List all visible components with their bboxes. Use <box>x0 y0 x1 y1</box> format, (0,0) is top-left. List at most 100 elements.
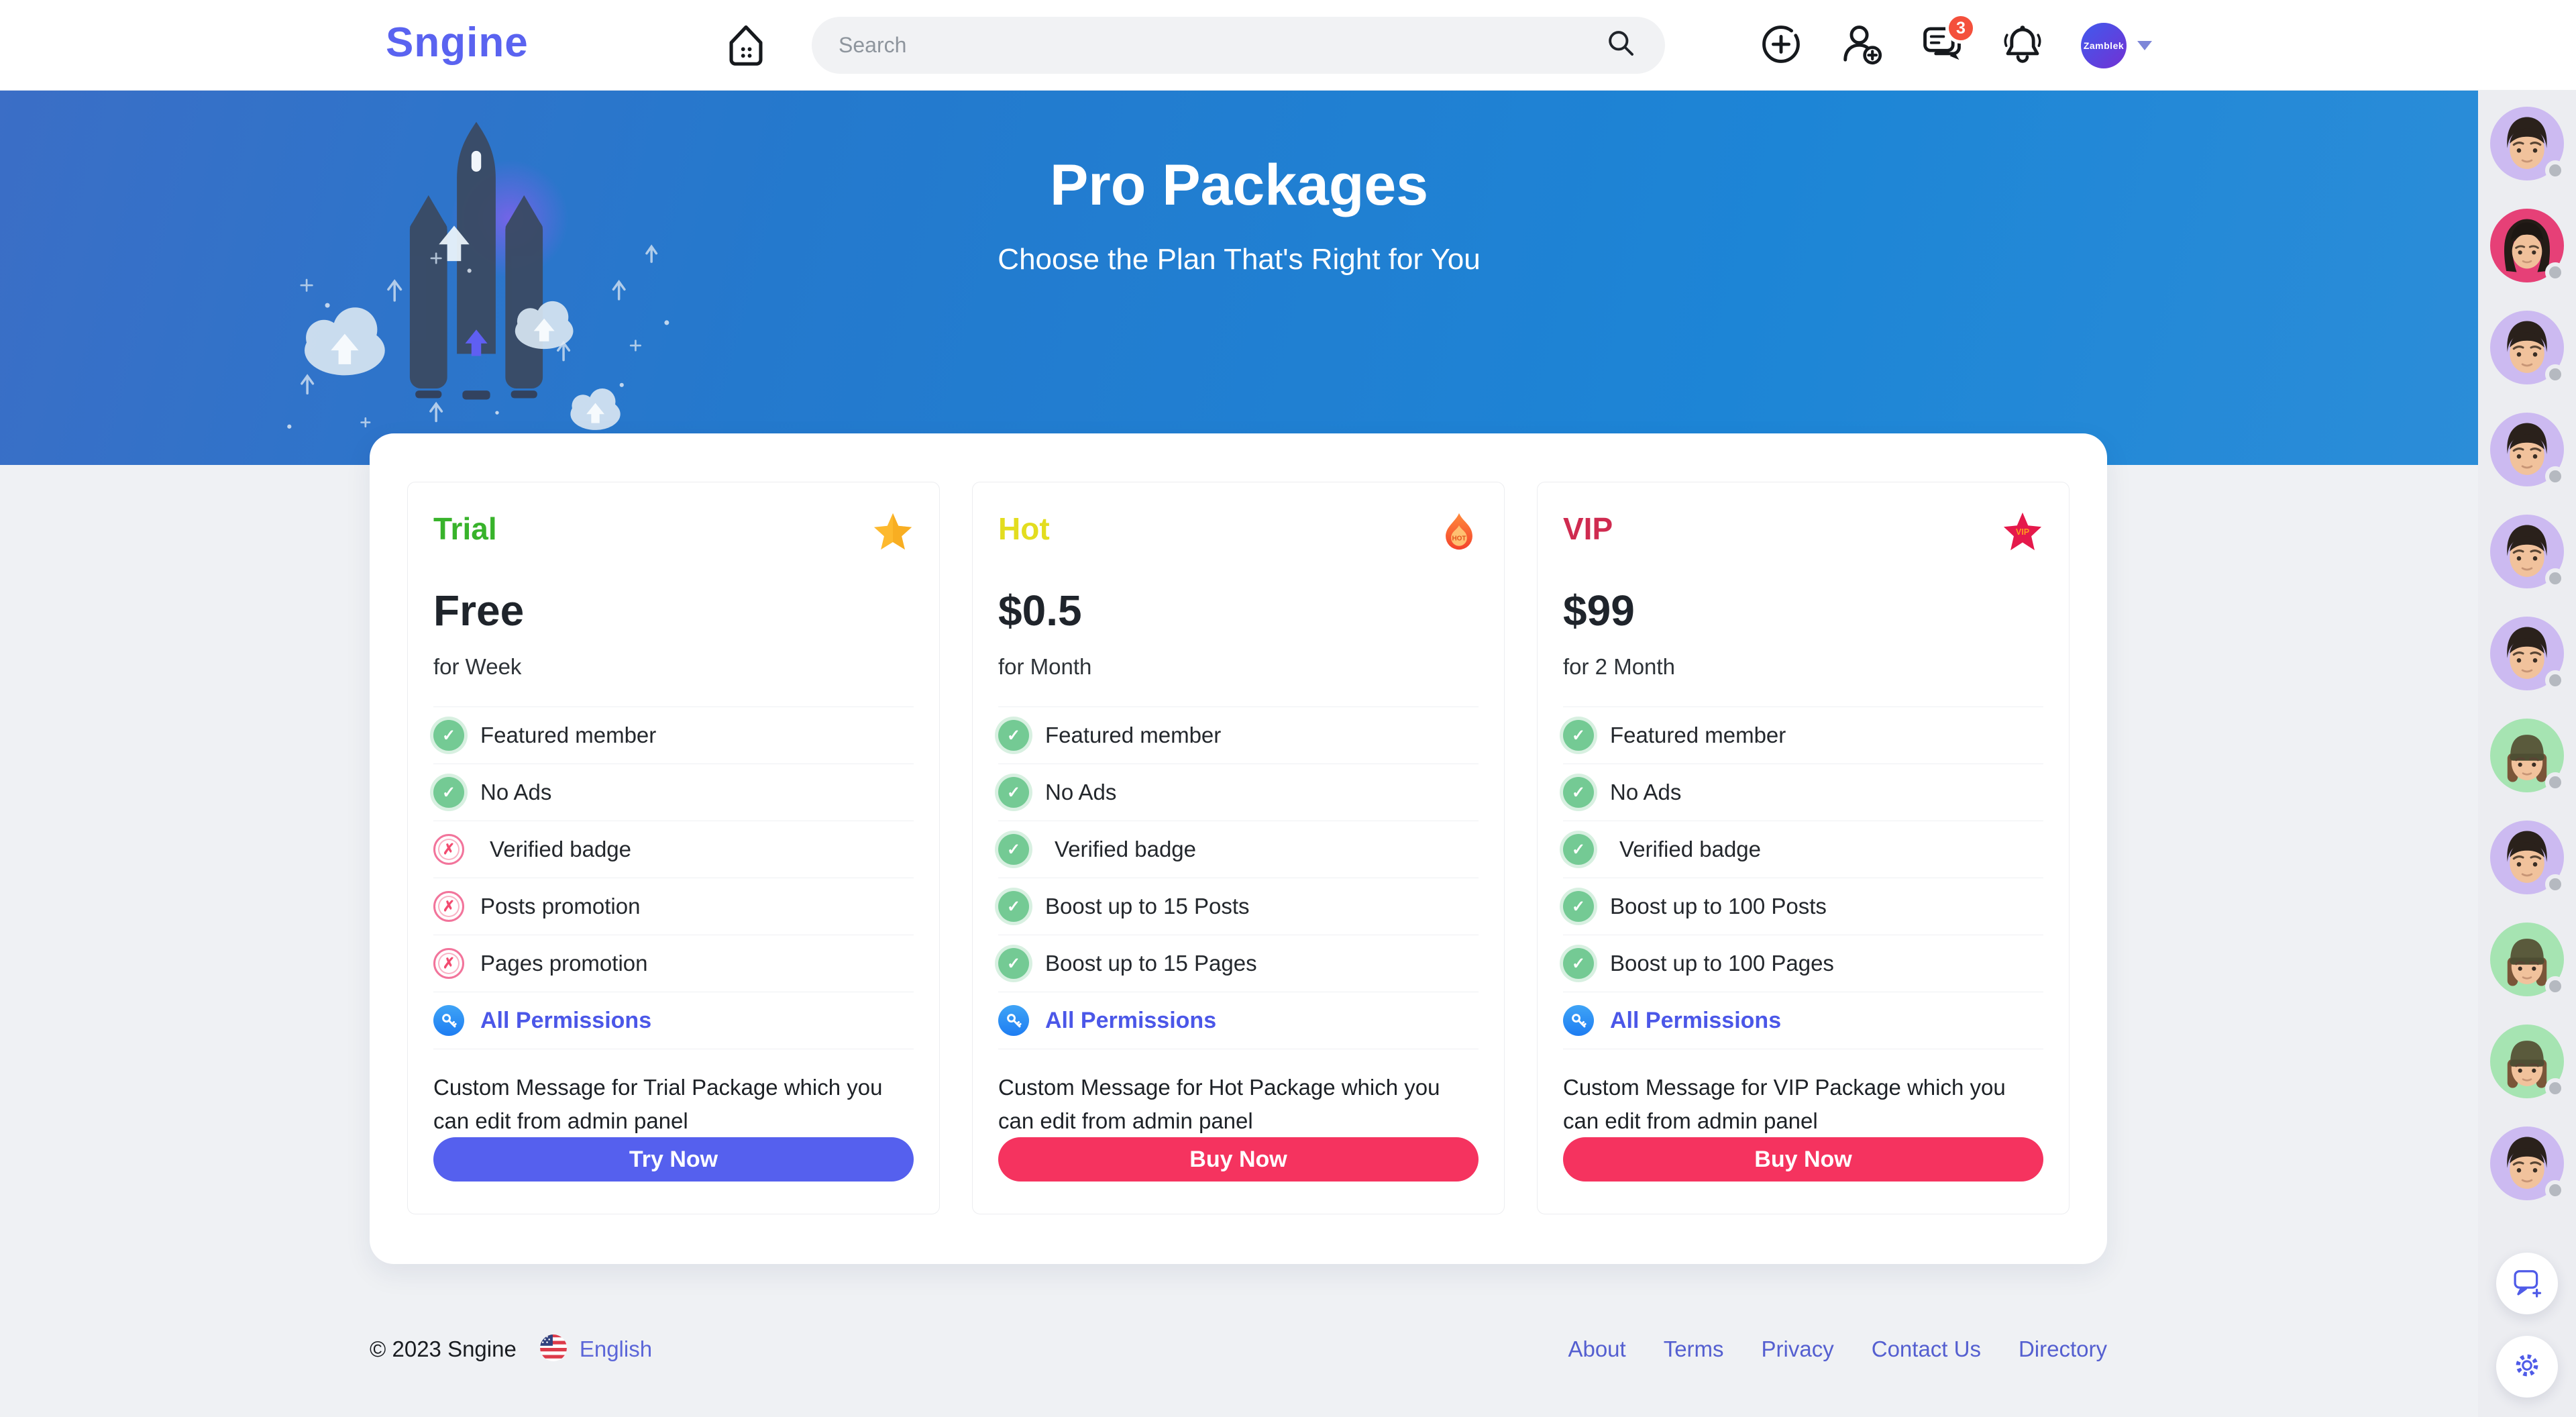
search-icon[interactable] <box>1603 25 1640 65</box>
package-period: for 2 Month <box>1563 654 1675 679</box>
permissions-row: All Permissions <box>433 992 914 1049</box>
footer-link-terms[interactable]: Terms <box>1663 1336 1724 1361</box>
star-icon <box>872 511 914 552</box>
buy-now-button[interactable]: Buy Now <box>1563 1137 2043 1182</box>
feature-row: ✓ No Ads <box>998 764 1479 821</box>
svg-text:HOT: HOT <box>1452 535 1466 543</box>
package-name: VIP <box>1563 511 1613 546</box>
package-period: for Week <box>433 654 522 679</box>
feature-label: Boost up to 15 Pages <box>1045 951 1257 976</box>
feature-row: ✓ Boost up to 15 Pages <box>998 935 1479 992</box>
buy-now-button[interactable]: Buy Now <box>998 1137 1479 1182</box>
rocket-illustration <box>262 113 691 452</box>
package-period: for Month <box>998 654 1092 679</box>
language-label[interactable]: English <box>579 1336 653 1361</box>
feature-row: ✓ Verified badge <box>1563 821 2043 878</box>
footer-link-privacy[interactable]: Privacy <box>1761 1336 1834 1361</box>
check-icon: ✓ <box>1563 777 1594 808</box>
permissions-label: All Permissions <box>1610 1007 1782 1033</box>
feature-label: Featured member <box>1610 723 1786 747</box>
top-navbar: Sngine <box>0 0 2576 91</box>
cross-icon: ✗ <box>433 891 464 922</box>
page-title: Pro Packages <box>1049 153 1429 217</box>
package-card-hot: Hot HOT $0.5 for Month ✓ Featured member ✓… <box>972 482 1505 1214</box>
footer-link-directory[interactable]: Directory <box>2018 1336 2107 1361</box>
feature-row: ✗ Posts promotion <box>433 878 914 935</box>
feature-label: No Ads <box>1045 780 1117 804</box>
settings-button[interactable] <box>2496 1336 2558 1398</box>
app-logo[interactable]: Sngine <box>386 19 529 66</box>
package-message: Custom Message for VIP Package which you… <box>1563 1075 2006 1133</box>
permissions-row: All Permissions <box>998 992 1479 1049</box>
friend-avatar[interactable] <box>2490 923 2565 996</box>
chat-sidebar <box>2478 91 2576 1417</box>
home-icon <box>720 18 772 74</box>
check-icon: ✓ <box>998 834 1029 865</box>
friend-avatar[interactable] <box>2490 617 2565 690</box>
feature-label: Boost up to 15 Posts <box>1045 894 1250 919</box>
package-name: Hot <box>998 511 1050 546</box>
key-icon <box>433 1005 464 1036</box>
friend-avatar[interactable] <box>2490 209 2565 282</box>
friend-avatar[interactable] <box>2490 311 2565 384</box>
friend-avatar[interactable] <box>2490 413 2565 486</box>
package-card-trial: Trial Free for Week ✓ Featured member ✓ No … <box>407 482 940 1214</box>
friend-requests-button[interactable] <box>1834 18 1889 73</box>
feature-row: ✗ Pages promotion <box>433 935 914 992</box>
key-icon <box>998 1005 1029 1036</box>
feature-row: ✓ Boost up to 100 Pages <box>1563 935 2043 992</box>
feature-row: ✓ Featured member <box>998 707 1479 764</box>
feature-label: Boost up to 100 Pages <box>1610 951 1834 976</box>
profile-menu[interactable]: Zamblek <box>2081 23 2152 68</box>
home-button[interactable] <box>719 19 773 72</box>
friend-avatar[interactable] <box>2490 515 2565 588</box>
offline-status-dot <box>2545 1078 2565 1098</box>
messages-count-badge: 3 <box>1945 13 1976 44</box>
us-flag-icon <box>539 1334 568 1365</box>
offline-status-dot <box>2545 262 2565 282</box>
offline-status-dot <box>2545 772 2565 792</box>
footer-link-contact[interactable]: Contact Us <box>1871 1336 1981 1361</box>
try-now-button[interactable]: Try Now <box>433 1137 914 1182</box>
friend-avatar[interactable] <box>2490 821 2565 894</box>
bell-icon <box>1998 19 2047 72</box>
friend-avatar[interactable] <box>2490 1126 2565 1200</box>
chat-add-icon <box>2510 1265 2544 1303</box>
language-selector[interactable]: English <box>539 1334 652 1365</box>
check-icon: ✓ <box>998 777 1029 808</box>
search-input[interactable] <box>837 32 1603 58</box>
footer-link-about[interactable]: About <box>1568 1336 1626 1361</box>
feature-row: ✓ Verified badge <box>998 821 1479 878</box>
package-message: Custom Message for Hot Package which you… <box>998 1075 1440 1133</box>
notifications-button[interactable] <box>1995 18 2050 73</box>
new-chat-button[interactable] <box>2496 1253 2558 1314</box>
feature-label: Boost up to 100 Posts <box>1610 894 1827 919</box>
feature-label: Verified badge <box>1619 837 1762 861</box>
offline-status-dot <box>2545 670 2565 690</box>
offline-status-dot <box>2545 1180 2565 1200</box>
feature-label: No Ads <box>1610 780 1682 804</box>
vip-star-icon: VIP <box>2002 511 2043 552</box>
package-name: Trial <box>433 511 497 546</box>
feature-row: ✓ Featured member <box>433 707 914 764</box>
feature-list: ✓ Featured member ✓ No Ads ✓ Verified badge ✓ B… <box>1563 706 2043 992</box>
header-actions: 3 Zamblek <box>1754 13 2152 73</box>
cross-icon: ✗ <box>433 948 464 979</box>
messages-button[interactable]: 3 <box>1915 13 1976 73</box>
create-post-button[interactable] <box>1754 18 1809 73</box>
package-card-vip: VIP VIP $99 for 2 Month ✓ Featured member… <box>1537 482 2070 1214</box>
feature-list: ✓ Featured member ✓ No Ads ✗ Verified badge ✗ P… <box>433 706 914 992</box>
friend-avatar[interactable] <box>2490 1025 2565 1098</box>
permissions-row: All Permissions <box>1563 992 2043 1049</box>
feature-label: Posts promotion <box>480 894 641 919</box>
check-icon: ✓ <box>998 891 1029 922</box>
gear-icon <box>2510 1349 2544 1385</box>
permissions-label: All Permissions <box>480 1007 652 1033</box>
feature-list: ✓ Featured member ✓ No Ads ✓ Verified badge ✓ B… <box>998 706 1479 992</box>
package-price: $99 <box>1563 586 1635 635</box>
person-add-icon <box>1837 19 1886 72</box>
friend-avatar[interactable] <box>2490 719 2565 792</box>
friend-avatar[interactable] <box>2490 107 2565 180</box>
chevron-down-icon <box>2137 41 2152 50</box>
offline-status-dot <box>2545 976 2565 996</box>
